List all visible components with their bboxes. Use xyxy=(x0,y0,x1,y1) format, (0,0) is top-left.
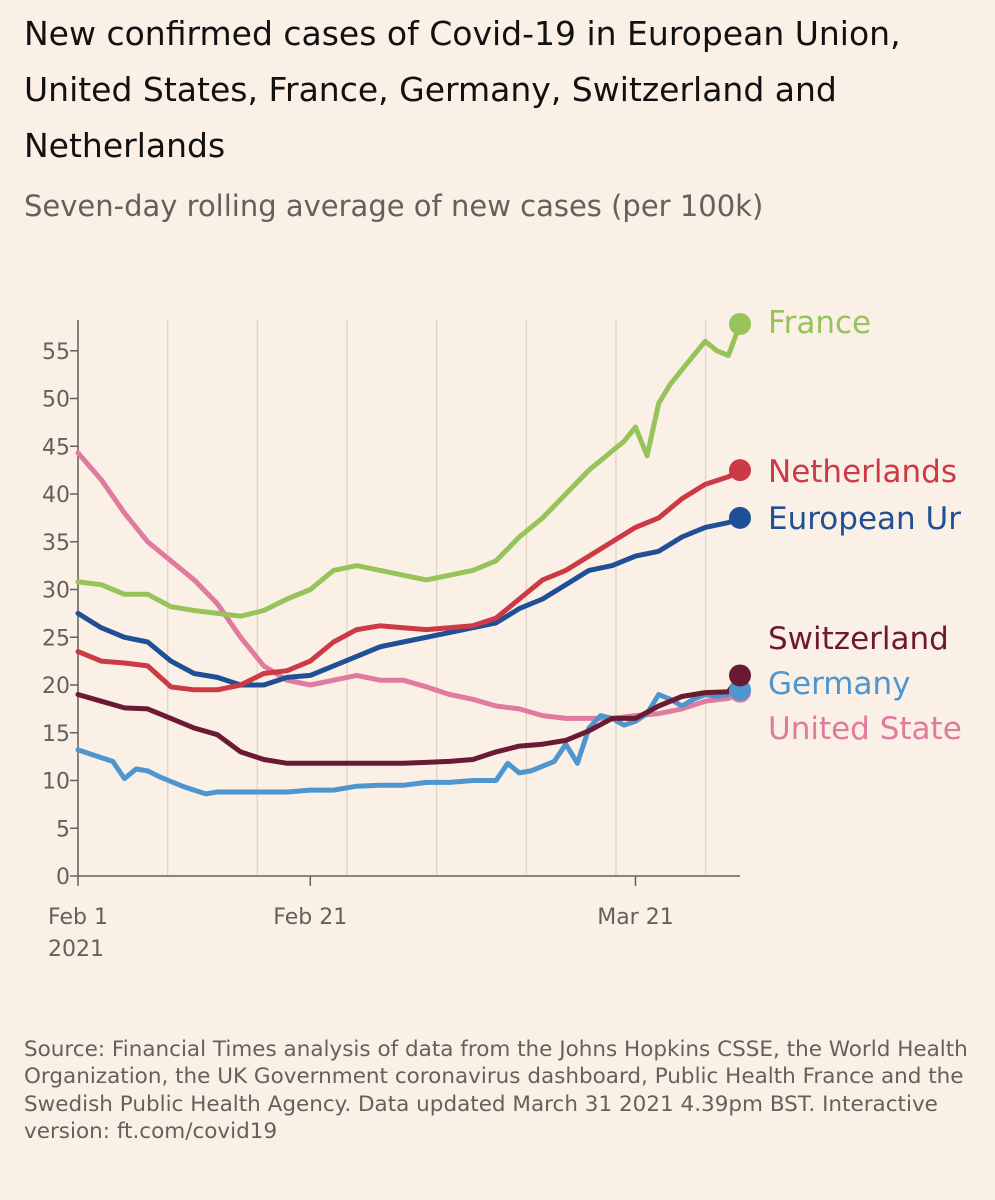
end-label-germany: Germany xyxy=(768,666,910,702)
end-label-netherlands: Netherlands xyxy=(768,454,957,490)
x-tick-label: Feb 1 xyxy=(48,905,108,930)
source-note: Source: Financial Times analysis of data… xyxy=(24,1037,968,1145)
y-tick-label: 40 xyxy=(42,483,70,508)
y-tick-label: 25 xyxy=(42,626,70,651)
y-tick-label: 10 xyxy=(42,770,70,795)
y-tick-label: 5 xyxy=(56,817,70,842)
series-line-netherlands xyxy=(75,467,743,693)
end-dot-switzerland xyxy=(729,664,751,687)
x-tick-label: Mar 21 xyxy=(597,905,674,930)
x-tick-sublabel: 2021 xyxy=(48,937,104,962)
y-tick-label: 50 xyxy=(42,388,70,413)
y-tick-label: 20 xyxy=(42,674,70,699)
series-line-switzerland xyxy=(75,672,743,766)
end-label-switzerland: Switzerland xyxy=(768,621,949,657)
end-dot-netherlands xyxy=(729,459,751,482)
chart-subtitle: Seven-day rolling average of new cases (… xyxy=(24,189,764,223)
y-tick-label: 35 xyxy=(42,531,70,556)
series-line-united-states xyxy=(75,450,743,721)
end-label-united-states: United State xyxy=(768,711,962,747)
series-line-germany xyxy=(75,687,743,797)
y-tick-label: 0 xyxy=(56,865,70,890)
end-label-european-union: European Ur xyxy=(768,501,961,537)
line-chart: 0 5 10 15 20 25 30 35 40 45 50 55 Feb 1 2021 Feb 21 Mar… xyxy=(42,305,962,962)
y-tick-label: 45 xyxy=(42,435,70,460)
end-label-france: France xyxy=(768,305,871,341)
chart-title: New confirmed cases of Covid-19 in Europ… xyxy=(24,14,901,165)
end-dot-france xyxy=(729,313,751,336)
y-tick-label: 15 xyxy=(42,722,70,747)
series-line-european-union xyxy=(75,515,743,688)
end-dot-european-union xyxy=(729,506,751,529)
x-tick-label: Feb 21 xyxy=(273,905,347,930)
y-tick-label: 30 xyxy=(42,579,70,604)
series-line-france xyxy=(75,321,743,619)
y-tick-label: 55 xyxy=(42,340,70,365)
